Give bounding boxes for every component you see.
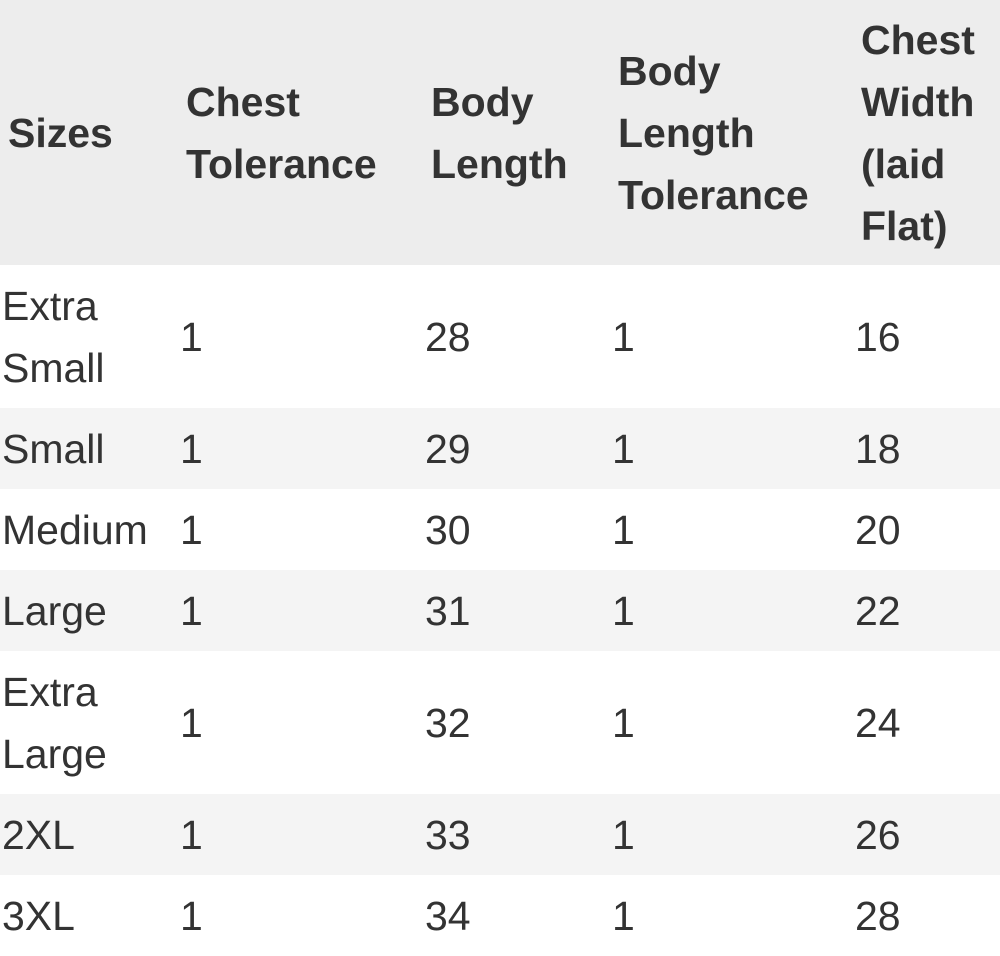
table-row: Small 1 29 1 18 xyxy=(0,408,1000,489)
cell-body-length: 29 xyxy=(423,408,610,489)
cell-chest-tolerance: 1 xyxy=(180,313,203,360)
cell-size: Large xyxy=(0,570,178,651)
table-row: 2XL 1 33 1 26 xyxy=(0,794,1000,875)
cell-body-length-tolerance: 1 xyxy=(610,794,853,875)
header-body-length-tolerance: Body Length Tolerance xyxy=(610,0,853,265)
cell-size: 3XL xyxy=(2,892,75,939)
cell-body-length: 28 xyxy=(425,313,471,360)
table-row: Extra Small 1 28 1 16 xyxy=(0,265,1000,408)
cell-size: Small xyxy=(0,408,178,489)
cell-body-length-tolerance: 1 xyxy=(612,892,635,939)
cell-body-length-tolerance: 1 xyxy=(610,408,853,489)
header-row: Sizes Chest Tolerance Body Length Body L… xyxy=(0,0,1000,265)
header-body-length: Body Length xyxy=(423,0,610,265)
cell-body-length: 31 xyxy=(423,570,610,651)
cell-chest-tolerance: 1 xyxy=(178,570,423,651)
cell-size: 2XL xyxy=(0,794,178,875)
cell-chest-width: 20 xyxy=(855,506,901,553)
cell-chest-width: 26 xyxy=(853,794,1000,875)
cell-chest-tolerance: 1 xyxy=(180,892,203,939)
cell-body-length-tolerance: 1 xyxy=(612,699,635,746)
cell-body-length-tolerance: 1 xyxy=(610,570,853,651)
cell-chest-tolerance: 1 xyxy=(180,506,203,553)
cell-chest-width: 18 xyxy=(853,408,1000,489)
cell-chest-width: 28 xyxy=(855,892,901,939)
cell-size: Medium xyxy=(2,506,148,553)
cell-chest-tolerance: 1 xyxy=(180,699,203,746)
table-row: Large 1 31 1 22 xyxy=(0,570,1000,651)
cell-chest-tolerance: 1 xyxy=(178,794,423,875)
cell-chest-width: 22 xyxy=(853,570,1000,651)
cell-size: Extra Large xyxy=(2,668,107,777)
cell-body-length: 33 xyxy=(423,794,610,875)
table-row: Medium 1 30 1 20 xyxy=(0,489,1000,570)
cell-size: Extra Small xyxy=(2,282,105,391)
cell-body-length: 34 xyxy=(425,892,471,939)
table-row: 3XL 1 34 1 28 xyxy=(0,875,1000,956)
header-chest-tolerance: Chest Tolerance xyxy=(178,0,423,265)
cell-chest-tolerance: 1 xyxy=(178,408,423,489)
cell-body-length: 30 xyxy=(425,506,471,553)
table-row: Extra Large 1 32 1 24 xyxy=(0,651,1000,794)
cell-body-length-tolerance: 1 xyxy=(612,506,635,553)
cell-chest-width: 16 xyxy=(855,313,901,360)
header-chest-width: Chest Width (laid Flat) xyxy=(853,0,1000,265)
header-sizes: Sizes xyxy=(0,0,178,265)
cell-body-length-tolerance: 1 xyxy=(612,313,635,360)
cell-body-length: 32 xyxy=(425,699,471,746)
cell-chest-width: 24 xyxy=(855,699,901,746)
